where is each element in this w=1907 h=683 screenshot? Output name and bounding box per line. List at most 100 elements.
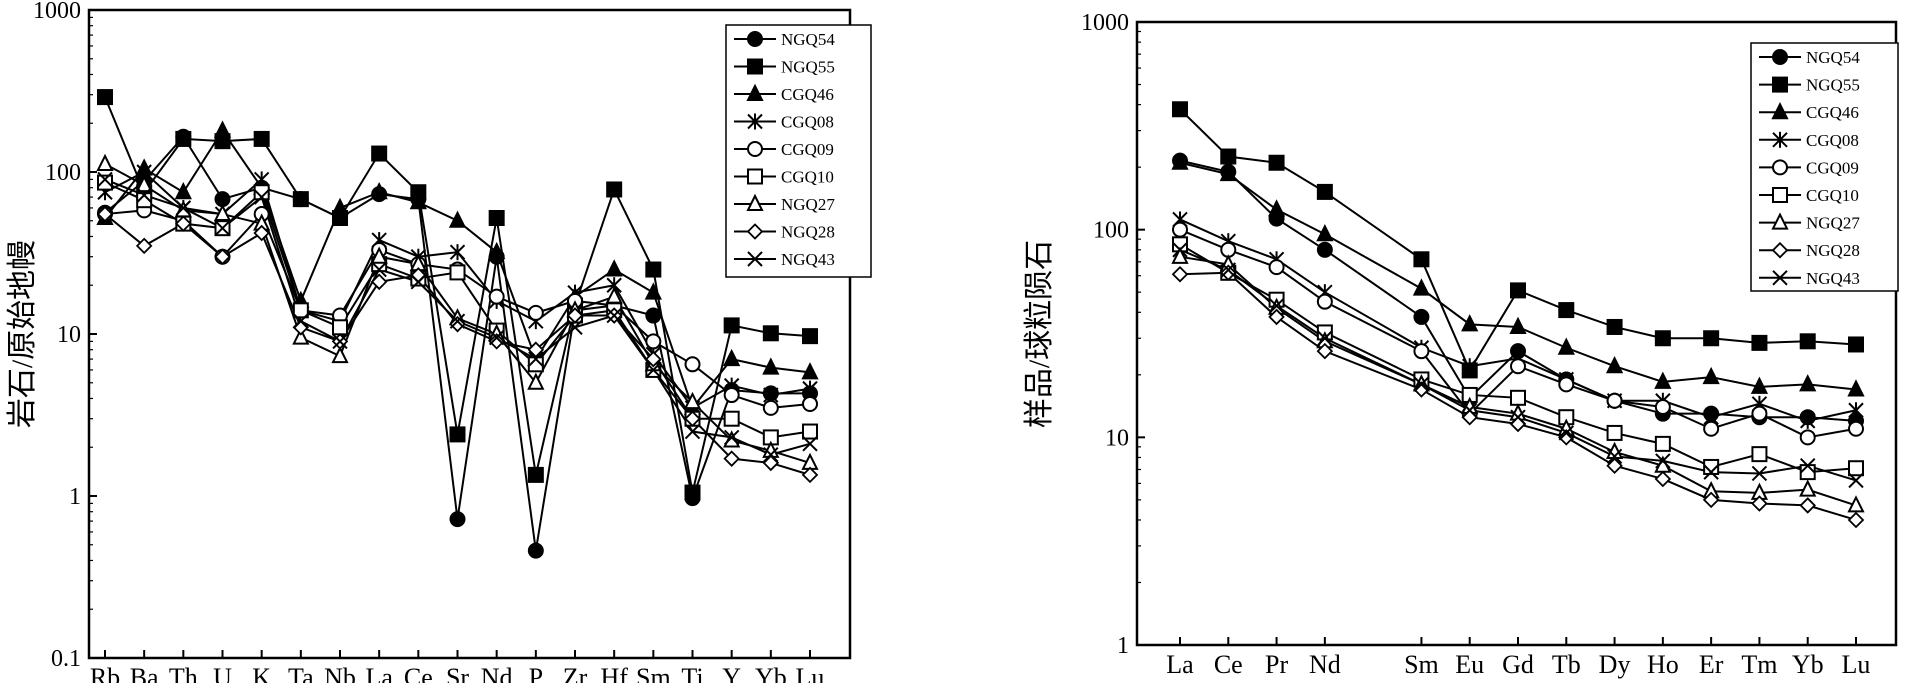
- marker-0-1-17: [762, 325, 779, 342]
- marker-1-1-11: [1751, 334, 1768, 351]
- marker-0-8-9: [449, 313, 466, 329]
- marker-1-8-0: [1172, 242, 1188, 258]
- series-line-1-CGQ46: [1179, 161, 1857, 391]
- marker-1-4-3: [1316, 293, 1333, 310]
- marker-1-7-1: [1220, 264, 1237, 282]
- marker-0-6-7: [370, 246, 388, 264]
- marker-0-8-6: [332, 333, 348, 350]
- marker-0-1-4: [253, 130, 270, 147]
- series-line-1-CGQ10: [1179, 243, 1857, 474]
- xtick-label-1-4: Sm: [1404, 650, 1439, 679]
- legend-label-1-1: NGQ55: [1806, 76, 1860, 95]
- xtick-label-1-10: Er: [1699, 650, 1724, 679]
- marker-0-7-0: [96, 205, 114, 223]
- marker-0-2-17: [762, 357, 780, 375]
- series-line-1-NGQ55: [1179, 108, 1857, 373]
- marker-0-8-legend: [747, 251, 763, 267]
- xtick-label-0-8: Ce: [404, 663, 433, 683]
- marker-1-4-4: [1413, 343, 1430, 360]
- legend-label-1-4: CGQ09: [1806, 158, 1859, 177]
- series-line-1-CGQ08: [1179, 218, 1857, 422]
- marker-0-4-16: [723, 387, 740, 404]
- xtick-label-0-4: K: [252, 663, 271, 683]
- marker-1-7-legend: [1771, 241, 1789, 259]
- xtick-label-0-2: Th: [169, 663, 198, 683]
- marker-0-7-7: [370, 273, 388, 291]
- xtick-label-1-2: Pr: [1265, 650, 1288, 679]
- marker-0-0-11: [527, 542, 544, 559]
- marker-0-8-13: [606, 307, 622, 324]
- marker-1-4-0: [1172, 221, 1188, 238]
- marker-1-6-12: [1799, 479, 1817, 497]
- marker-1-0-legend: [1772, 49, 1788, 65]
- xtick-label-0-12: Zr: [563, 663, 588, 683]
- marker-1-2-8: [1605, 355, 1624, 374]
- marker-0-0-9: [449, 511, 466, 528]
- marker-1-8-8: [1606, 448, 1623, 465]
- xtick-label-0-1: Ba: [130, 663, 159, 683]
- marker-0-8-7: [371, 261, 387, 278]
- marker-0-6-13: [605, 286, 623, 304]
- marker-1-2-4: [1412, 278, 1431, 296]
- marker-0-5-18: [802, 423, 818, 440]
- marker-1-5-10: [1703, 458, 1720, 475]
- marker-1-1-6: [1510, 282, 1526, 299]
- marker-0-5-4: [253, 184, 270, 201]
- marker-0-5-9: [449, 264, 466, 281]
- ytick-label-1-2: 100: [1093, 218, 1129, 244]
- marker-0-2-2: [174, 182, 192, 200]
- ytick-label-1-3: 1000: [1081, 10, 1129, 36]
- chart-ree: 1 10 100 1000 La Ce Pr Nd Sm Eu Gd Tb Dy Ho Er Tm Yb Lu 样品…: [1023, 10, 1899, 679]
- xtick-label-0-17: Yb: [755, 663, 787, 683]
- marker-1-4-9: [1654, 398, 1671, 415]
- marker-1-5-6: [1510, 389, 1526, 406]
- marker-1-0-3: [1316, 241, 1333, 258]
- marker-1-2-0: [1171, 152, 1189, 170]
- marker-0-8-8: [410, 274, 427, 290]
- marker-0-1-legend: [747, 58, 763, 75]
- marker-1-4-11: [1751, 405, 1768, 422]
- marker-0-2-9: [448, 210, 467, 228]
- marker-1-7-9: [1654, 470, 1672, 488]
- marker-0-5-0: [97, 174, 113, 191]
- marker-0-7-4: [253, 224, 270, 242]
- marker-0-7-11: [527, 341, 545, 358]
- marker-1-8-6: [1510, 409, 1526, 425]
- marker-0-2-16: [723, 348, 741, 367]
- marker-1-1-0: [1172, 101, 1188, 118]
- marker-0-1-11: [527, 466, 544, 483]
- marker-1-0-4: [1413, 308, 1430, 325]
- marker-1-2-2: [1267, 199, 1286, 217]
- marker-0-3-legend: [747, 113, 763, 130]
- series-line-1-CGQ09: [1179, 228, 1857, 439]
- legend-label-0-6: NGQ27: [781, 195, 835, 214]
- marker-0-6-legend: [746, 193, 764, 211]
- marker-0-1-13: [606, 181, 623, 198]
- marker-0-2-legend: [746, 83, 764, 101]
- marker-1-4-7: [1558, 376, 1575, 393]
- marker-0-7-16: [723, 450, 740, 467]
- marker-1-3-13: [1848, 402, 1864, 419]
- marker-1-7-8: [1606, 457, 1623, 474]
- marker-1-2-6: [1509, 316, 1527, 334]
- xtick-label-0-7: La: [365, 663, 393, 683]
- marker-1-3-legend: [1772, 131, 1788, 148]
- marker-1-7-12: [1799, 497, 1816, 514]
- ytick-label-0-3: 100: [45, 160, 81, 186]
- marker-1-4-12: [1799, 429, 1816, 446]
- marker-1-7-10: [1702, 491, 1720, 509]
- marker-0-7-18: [801, 466, 819, 484]
- marker-1-2-12: [1799, 374, 1817, 392]
- marker-1-8-9: [1655, 453, 1671, 469]
- xtick-label-1-7: Tb: [1552, 650, 1581, 679]
- marker-0-6-0: [96, 153, 114, 172]
- xtick-label-1-13: Lu: [1842, 650, 1871, 679]
- marker-1-6-13: [1847, 495, 1865, 513]
- marker-1-8-4: [1413, 376, 1430, 393]
- marker-1-3-12: [1800, 412, 1816, 429]
- marker-0-7-14: [645, 350, 662, 368]
- marker-1-8-1: [1220, 262, 1236, 278]
- marker-1-2-11: [1750, 376, 1769, 394]
- marker-1-7-4: [1413, 381, 1430, 398]
- marker-1-2-1: [1219, 163, 1237, 182]
